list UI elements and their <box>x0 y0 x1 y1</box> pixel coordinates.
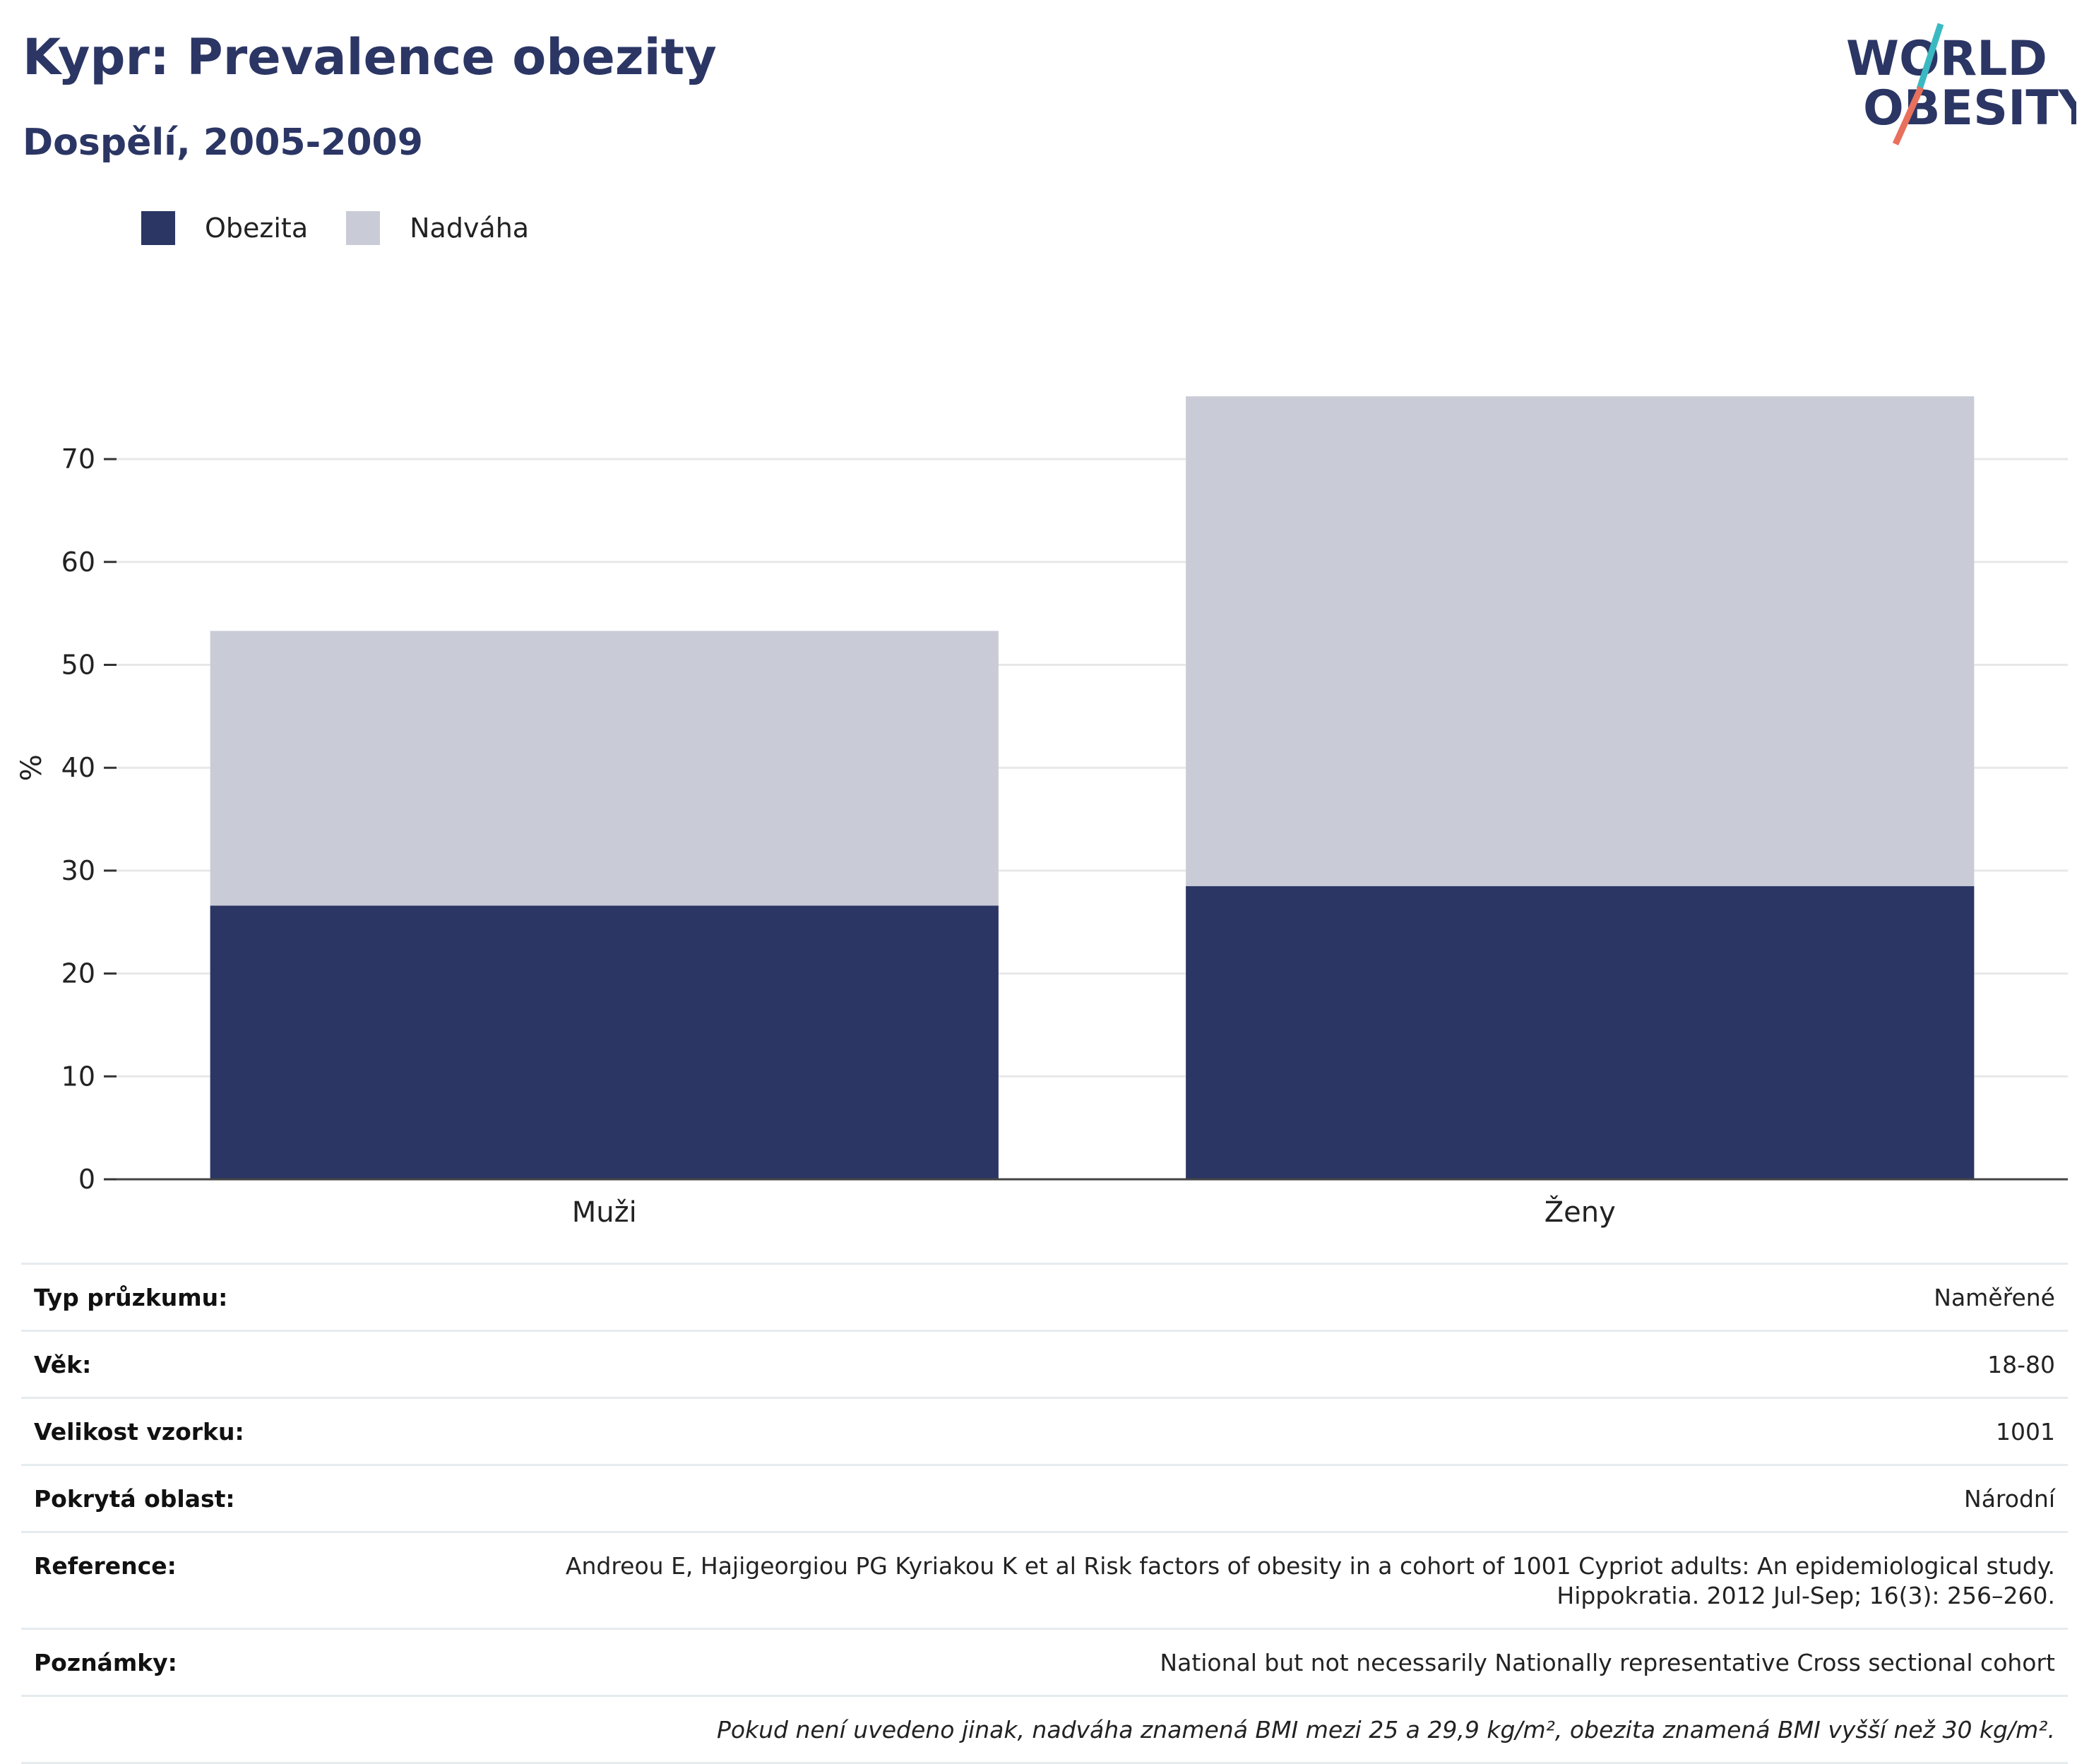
info-value: Národní <box>1964 1485 2055 1513</box>
y-tick-label: 40 <box>61 752 95 783</box>
y-tick-label: 10 <box>61 1061 95 1092</box>
info-label: Velikost vzorku: <box>34 1418 244 1446</box>
chart-title: Kypr: Prevalence obezity <box>23 28 717 86</box>
info-row-notes: Poznámky: National but not necessarily N… <box>21 1628 2068 1695</box>
bar-chart: 0 10 20 30 40 50 60 70% Muži Ženy <box>16 396 2068 1229</box>
bar-nadváha-1 <box>210 631 999 906</box>
legend-label-obezita: Obezita <box>205 213 309 244</box>
bar-obezita-1 <box>210 905 999 1179</box>
info-label: Reference: <box>34 1552 177 1580</box>
y-tick-label: 50 <box>61 650 95 681</box>
legend-swatch-obezita <box>141 211 175 245</box>
y-axis-label: % <box>16 754 48 781</box>
legend-label-nadvaha: Nadváha <box>410 213 530 244</box>
info-value: 18-80 <box>1987 1351 2055 1378</box>
y-tick-label: 60 <box>61 547 95 578</box>
y-tick-label: 30 <box>61 855 95 886</box>
y-tick-label: 70 <box>61 443 95 475</box>
info-row-reference: Reference: Andreou E, Hajigeorgiou PG Ky… <box>21 1531 2068 1628</box>
chart-subtitle: Dospělí, 2005-2009 <box>23 121 423 164</box>
info-row-area-covered: Pokrytá oblast: Národní <box>21 1464 2068 1531</box>
y-tick-label: 0 <box>78 1164 95 1195</box>
info-row-footnote: Pokud není uvedeno jinak, nadváha znamen… <box>21 1695 2068 1764</box>
info-label: Pokrytá oblast: <box>34 1485 235 1513</box>
info-value: National but not necessarily Nationally … <box>1160 1649 2055 1676</box>
x-tick-label: Muži <box>572 1196 637 1229</box>
logo-slash-red <box>1892 86 1924 145</box>
y-tick-label: 20 <box>61 958 95 989</box>
info-label: Věk: <box>34 1351 92 1378</box>
bar-nadváha-2 <box>1186 396 1975 886</box>
info-value: Andreou E, Hajigeorgiou PG Kyriakou K et… <box>565 1552 2055 1609</box>
world-obesity-logo: WORLD OBESITY <box>1846 23 2076 145</box>
info-value: Naměřené <box>1934 1284 2055 1311</box>
legend: Obezita Nadváha <box>141 209 567 247</box>
footnote: Pokud není uvedeno jinak, nadváha znamen… <box>716 1716 2055 1744</box>
info-table: Typ průzkumu: Naměřené Věk: 18-80 Veliko… <box>21 1263 2068 1764</box>
info-label: Poznámky: <box>34 1649 177 1676</box>
x-tick-label: Ženy <box>1545 1195 1616 1229</box>
logo-line-2: OBESITY <box>1863 81 2076 136</box>
info-value: 1001 <box>1996 1418 2055 1446</box>
legend-item-nadvaha[interactable]: Nadváha <box>346 211 529 245</box>
info-row-age: Věk: 18-80 <box>21 1330 2068 1397</box>
info-label: Typ průzkumu: <box>34 1284 228 1311</box>
legend-item-obezita[interactable]: Obezita <box>141 211 308 245</box>
info-row-sample-size: Velikost vzorku: 1001 <box>21 1397 2068 1464</box>
logo-line-1: WORLD <box>1846 31 2047 87</box>
bar-obezita-2 <box>1186 886 1975 1179</box>
legend-swatch-nadvaha <box>346 211 381 245</box>
logo-slash-teal <box>1916 23 1944 90</box>
info-row-survey-type: Typ průzkumu: Naměřené <box>21 1263 2068 1330</box>
